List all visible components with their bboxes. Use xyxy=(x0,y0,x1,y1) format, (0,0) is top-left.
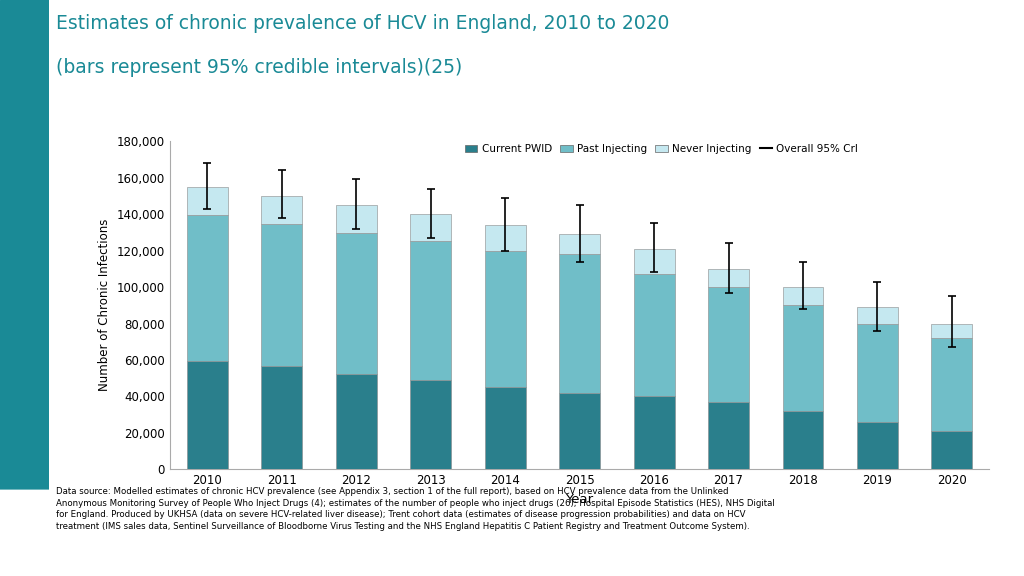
Legend: Current PWID, Past Injecting, Never Injecting, Overall 95% CrI: Current PWID, Past Injecting, Never Inje… xyxy=(461,140,862,158)
Bar xyxy=(782,411,823,469)
Bar xyxy=(336,205,377,233)
Bar xyxy=(186,187,227,215)
Bar xyxy=(411,214,452,241)
Text: Data source: Modelled estimates of chronic HCV prevalence (see Appendix 3, secti: Data source: Modelled estimates of chron… xyxy=(56,487,775,531)
Text: Estimates of chronic prevalence of HCV in England, 2010 to 2020: Estimates of chronic prevalence of HCV i… xyxy=(56,14,670,33)
Bar xyxy=(411,380,452,469)
Bar xyxy=(932,338,973,431)
Bar xyxy=(186,215,227,361)
Text: (bars represent 95% credible intervals)(25): (bars represent 95% credible intervals)(… xyxy=(56,58,463,77)
Bar xyxy=(708,402,749,469)
Bar xyxy=(634,396,675,469)
X-axis label: Year: Year xyxy=(565,493,594,506)
Bar xyxy=(411,241,452,380)
Bar xyxy=(484,251,525,388)
Bar xyxy=(857,307,898,324)
Bar xyxy=(559,234,600,254)
Bar xyxy=(484,225,525,251)
Bar xyxy=(484,388,525,469)
Bar xyxy=(261,196,302,224)
Bar xyxy=(559,254,600,393)
Bar xyxy=(932,324,973,338)
Bar xyxy=(782,287,823,305)
Bar xyxy=(559,393,600,469)
FancyBboxPatch shape xyxy=(0,490,61,576)
Bar xyxy=(857,324,898,422)
Bar xyxy=(336,374,377,469)
Bar xyxy=(932,431,973,469)
Y-axis label: Number of Chronic Infections: Number of Chronic Infections xyxy=(98,219,112,392)
Bar xyxy=(261,224,302,366)
Bar xyxy=(261,366,302,469)
Bar xyxy=(634,274,675,396)
Bar xyxy=(186,361,227,469)
Bar xyxy=(708,287,749,402)
Bar xyxy=(782,305,823,411)
Bar xyxy=(708,269,749,287)
Bar xyxy=(857,422,898,469)
Bar xyxy=(634,249,675,274)
Bar xyxy=(336,233,377,374)
